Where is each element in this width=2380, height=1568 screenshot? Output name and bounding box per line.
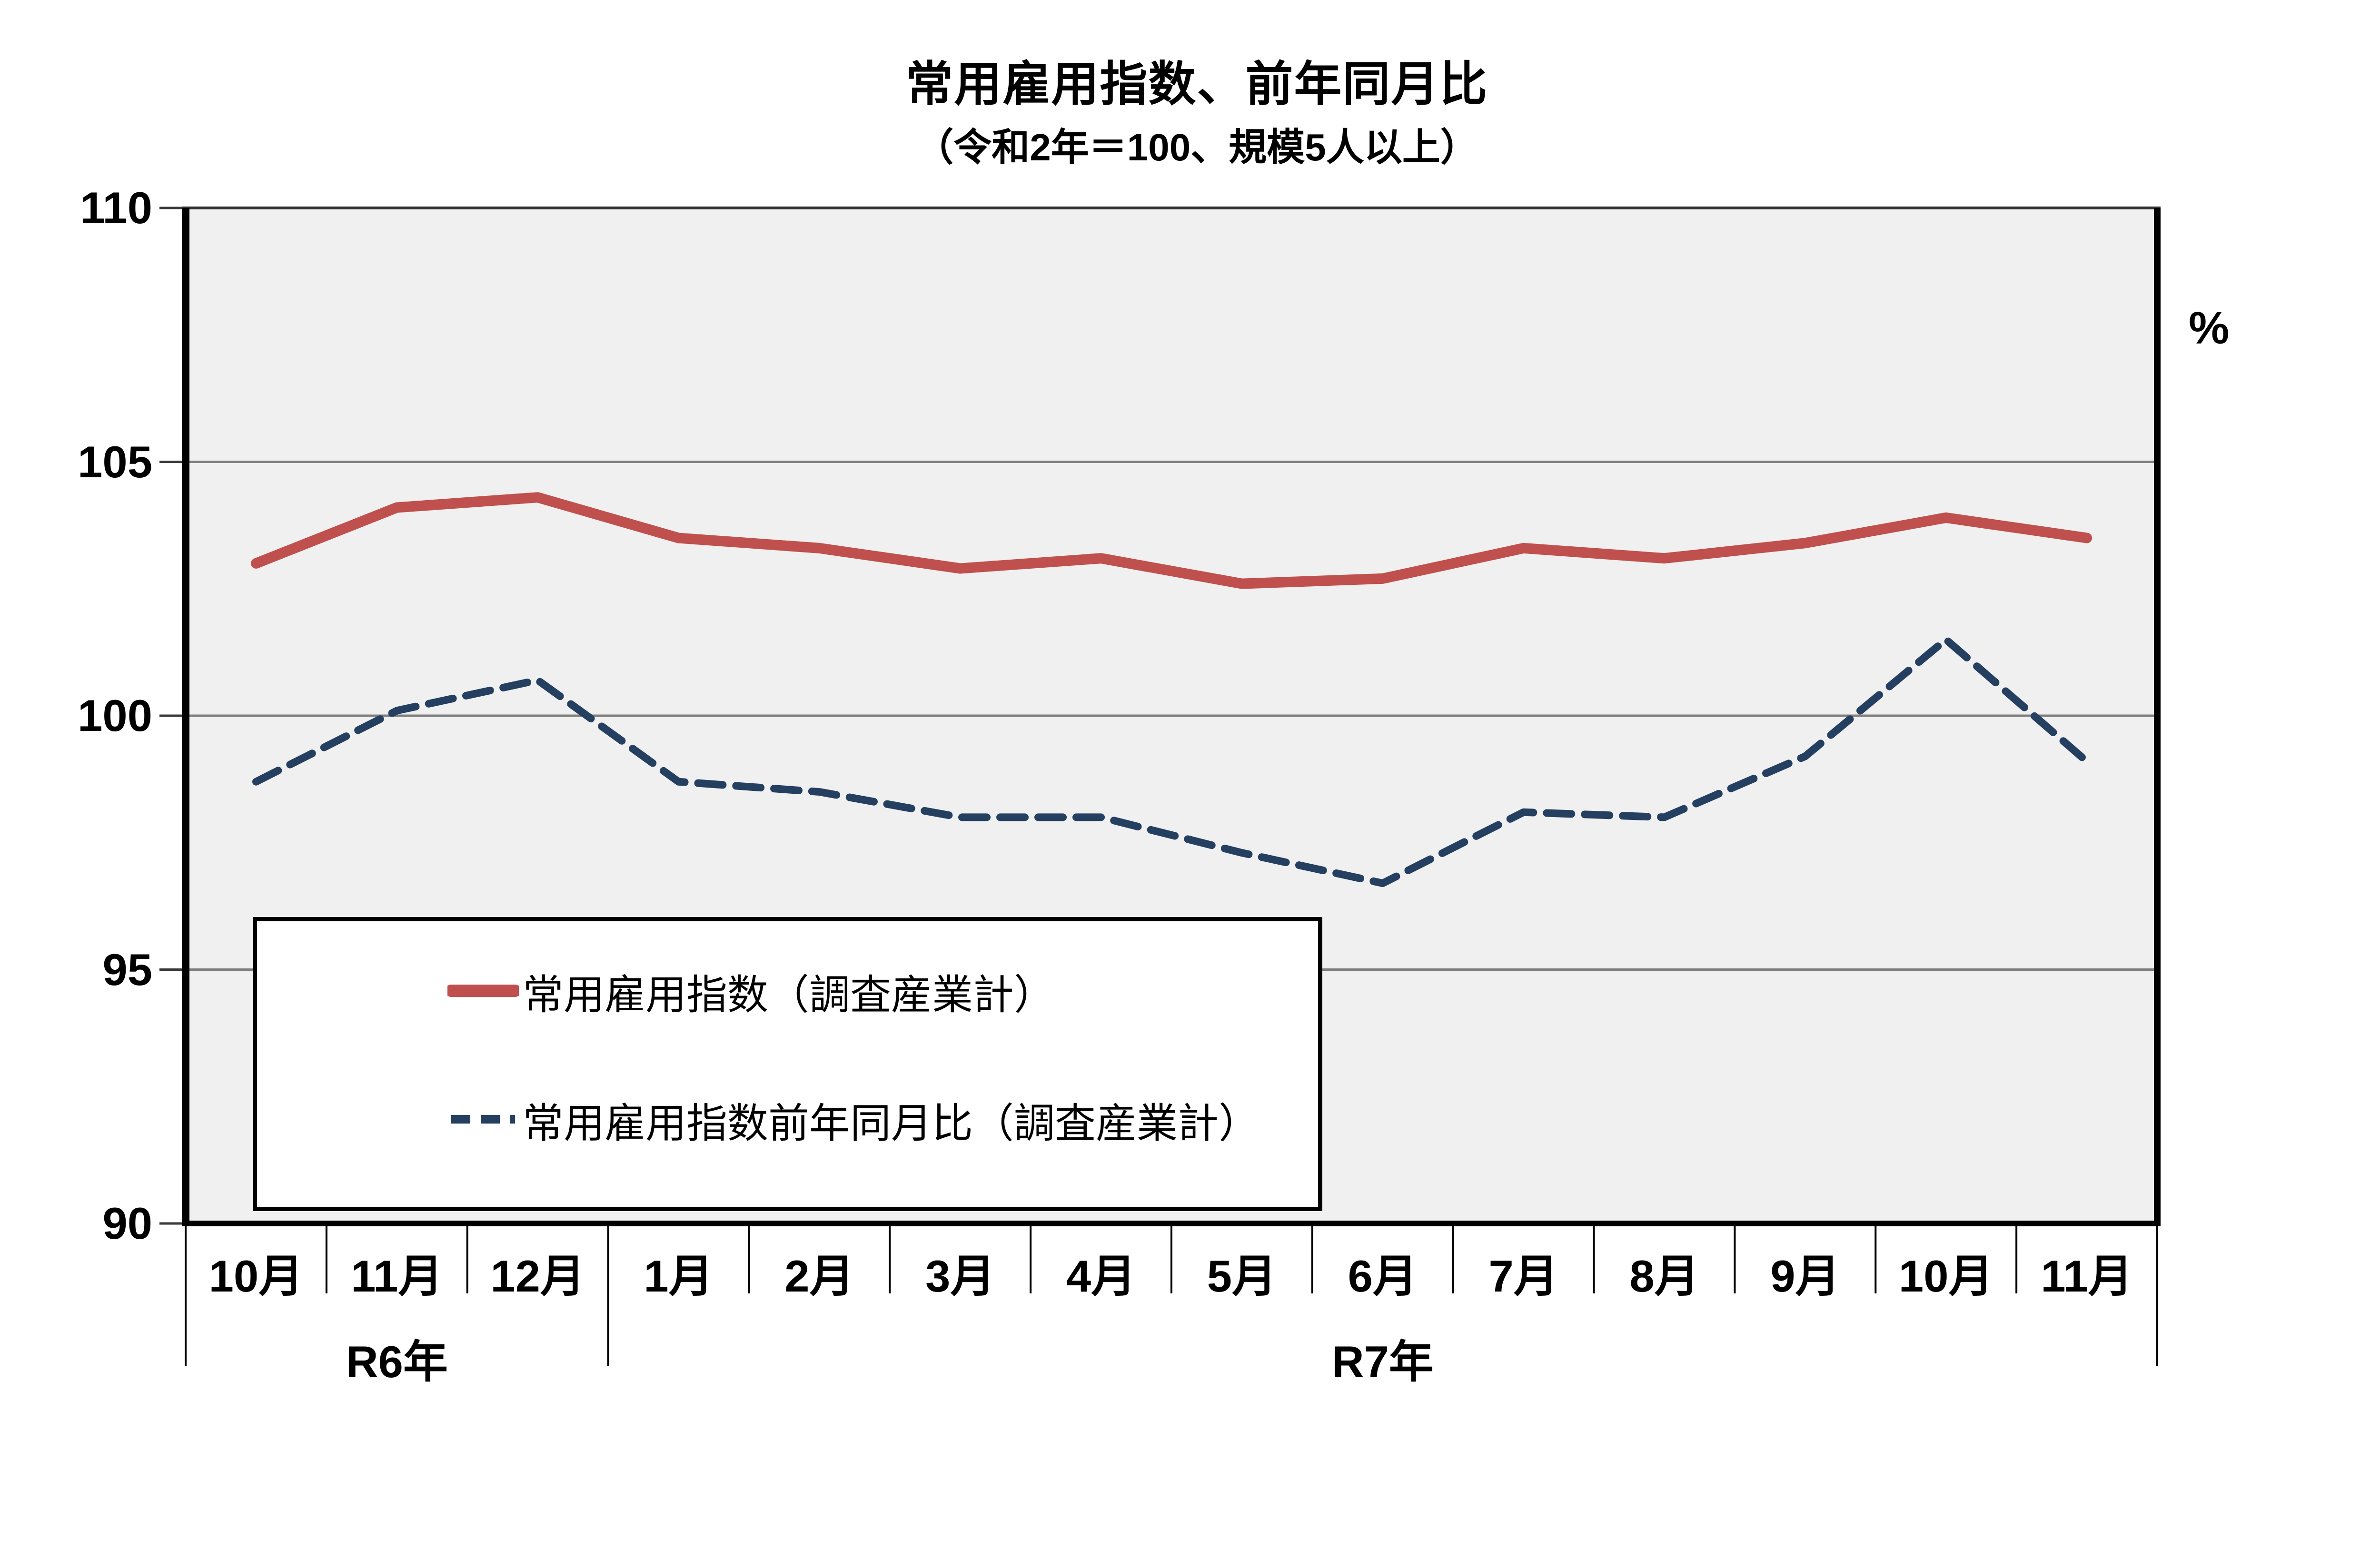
x-tick-label-0: 10月 — [208, 1251, 304, 1301]
x-tick-label-12: 10月 — [1898, 1251, 1993, 1301]
legend-item-label: 常用雇用指数前年同月比（調査産業計） — [523, 1100, 1259, 1146]
y-tick-label-95: 95 — [102, 944, 152, 995]
y-tick-label-100: 100 — [78, 690, 152, 740]
legend-swatch-dashed — [451, 1115, 515, 1124]
legend-item-label: 常用雇用指数（調査産業計） — [523, 972, 1055, 1018]
x-tick-label-4: 2月 — [784, 1251, 854, 1301]
x-tick-label-3: 1月 — [644, 1251, 714, 1301]
yoy-line-series — [252, 635, 2091, 888]
legend-item: 常用雇用指数前年同月比（調査産業計） — [447, 1095, 1259, 1146]
y-tick-label-110: 110 — [80, 183, 152, 233]
y-axis-unit-label: % — [2189, 303, 2230, 354]
x-tick-label-6: 4月 — [1066, 1251, 1136, 1301]
legend-item: 常用雇用指数（調査産業計） — [447, 967, 1055, 1018]
legend: 常用雇用指数（調査産業計） 常用雇用指数前年同月比（調査産業計） — [253, 917, 1322, 1211]
x-tick-label-9: 7月 — [1488, 1251, 1558, 1301]
x-tick-label-11: 9月 — [1770, 1251, 1840, 1301]
chart-subtitle: （令和2年＝100、規模5人以上） — [915, 126, 1478, 168]
y-tick-label-90: 90 — [102, 1198, 152, 1248]
x-tick-label-2: 12月 — [490, 1251, 585, 1301]
chart-title: 常用雇用指数、前年同月比 — [905, 58, 1488, 111]
x-tick-label-1: 11月 — [351, 1251, 443, 1301]
x-tick-label-10: 8月 — [1629, 1251, 1699, 1301]
x-tick-label-13: 11月 — [2041, 1251, 2133, 1301]
x-tick-label-5: 3月 — [925, 1251, 995, 1301]
legend-swatch-solid — [447, 985, 519, 997]
x-year-label-R6年: R6年 — [346, 1337, 448, 1387]
index-line-series — [250, 492, 2092, 589]
x-tick-label-7: 5月 — [1207, 1251, 1277, 1301]
y-tick-label-105: 105 — [78, 436, 152, 487]
x-year-label-R7年: R7年 — [1331, 1337, 1434, 1387]
x-tick-label-8: 6月 — [1348, 1251, 1418, 1301]
